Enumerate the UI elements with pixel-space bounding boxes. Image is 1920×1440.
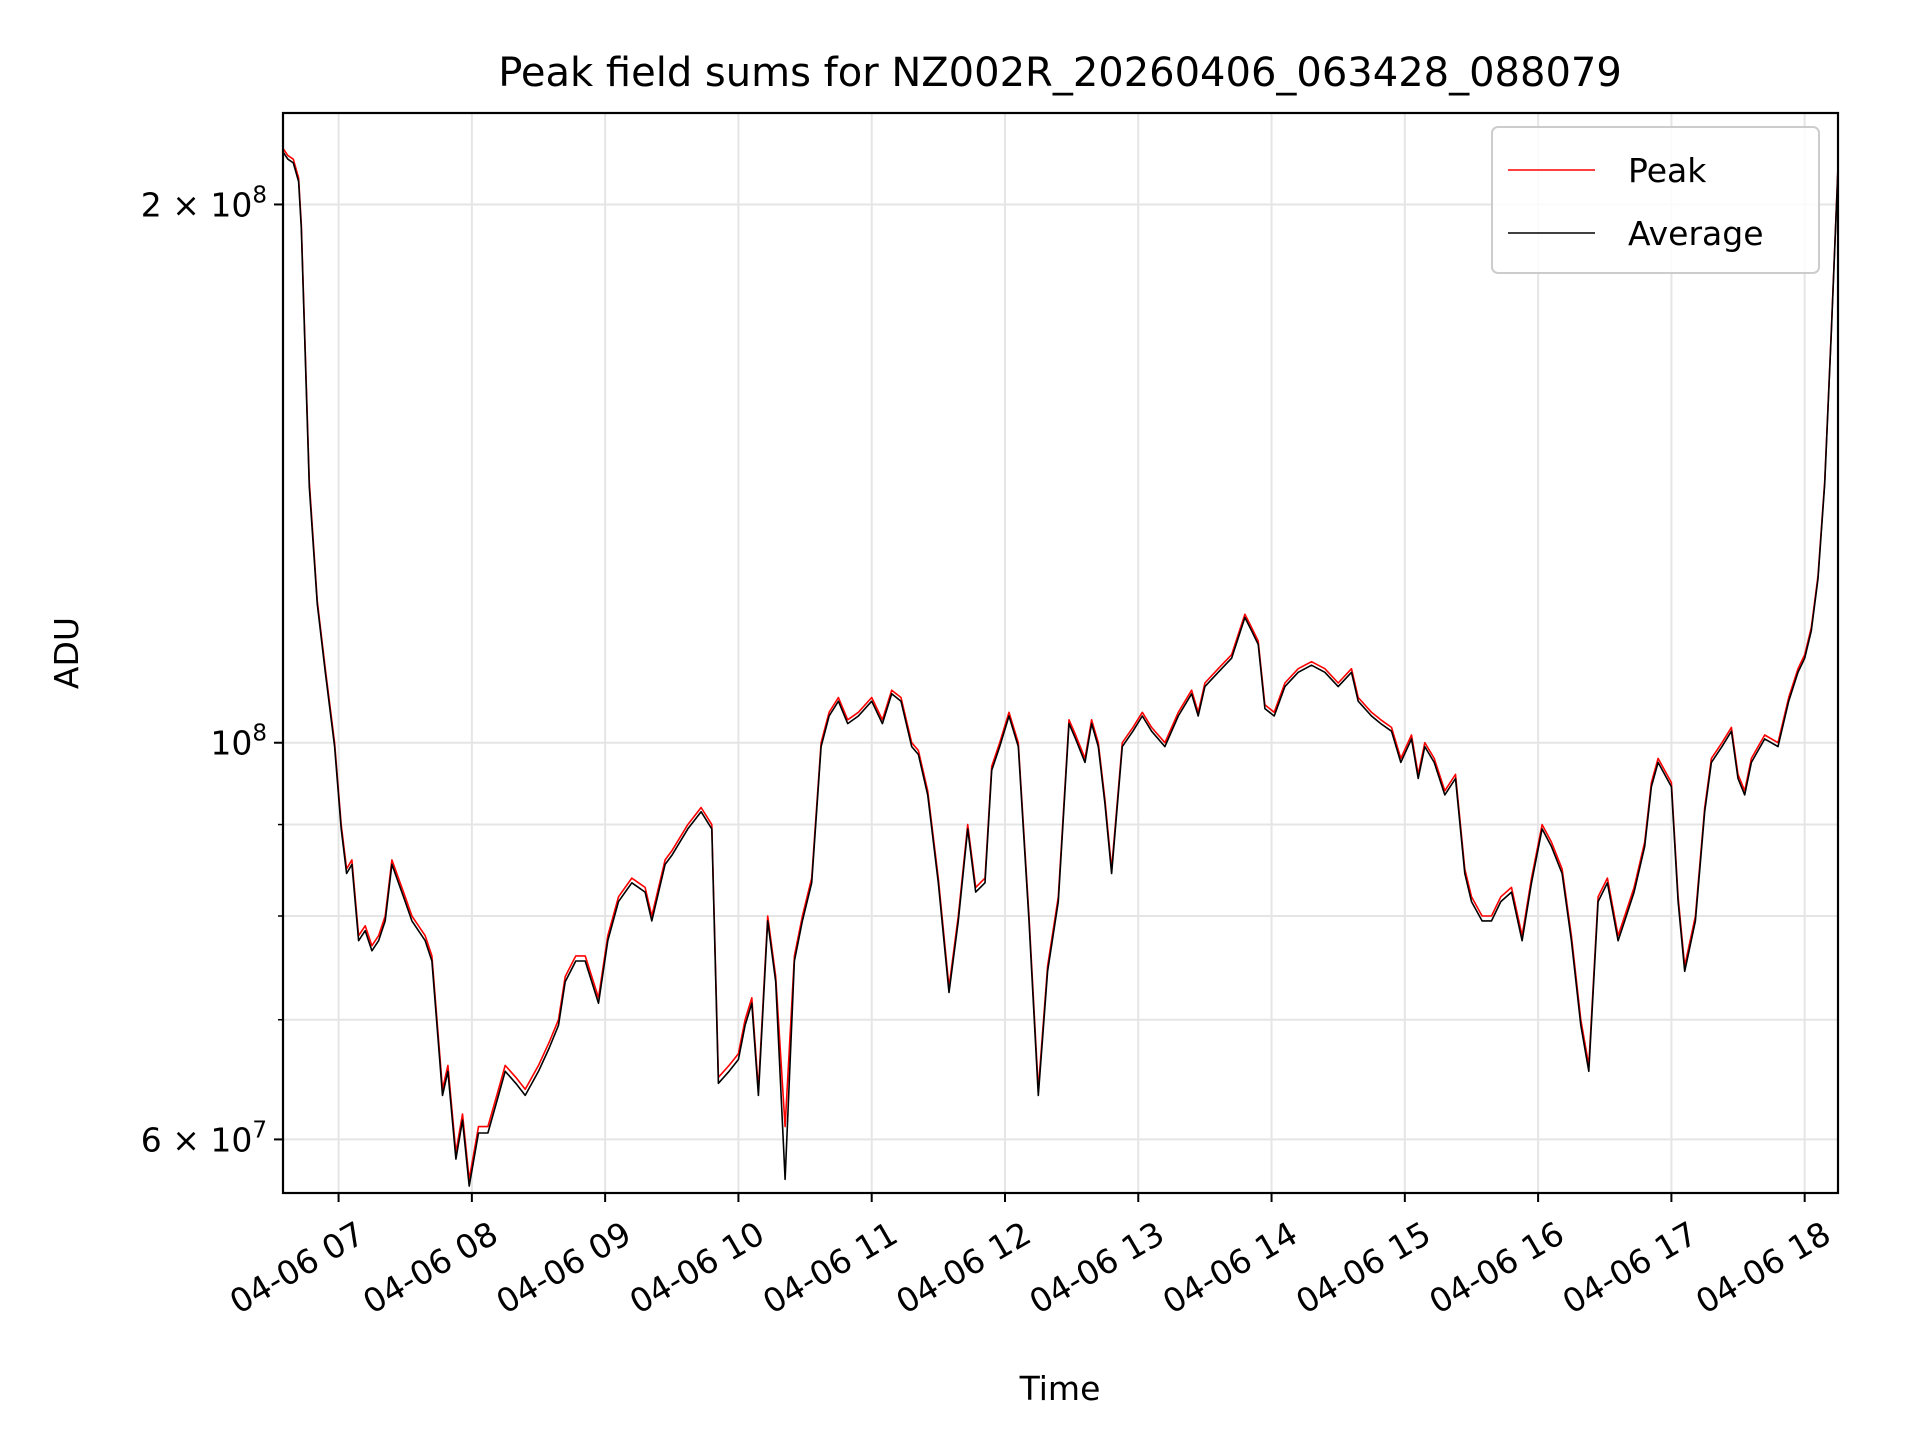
x-tick-label: 04-06 08 — [356, 1214, 504, 1322]
plot-frame — [281, 111, 1840, 1195]
legend-box — [1491, 126, 1820, 274]
x-tick-label: 04-06 10 — [623, 1214, 771, 1322]
peak-series-line — [282, 147, 1839, 1181]
x-tick-label: 04-06 07 — [223, 1214, 371, 1322]
y-tick-label: 2 × 108 — [141, 182, 267, 224]
x-axis-title: Time — [1019, 1369, 1101, 1408]
x-tick-label: 04-06 16 — [1423, 1214, 1571, 1322]
x-tick-label: 04-06 12 — [889, 1214, 1037, 1322]
x-tick-label: 04-06 15 — [1289, 1214, 1437, 1322]
y-axis-title: ADU — [47, 617, 86, 689]
x-tick-label: 04-06 11 — [756, 1214, 904, 1322]
x-tick-label: 04-06 09 — [490, 1214, 638, 1322]
x-tick-label: 04-06 17 — [1556, 1214, 1704, 1322]
legend: Peak Average — [1491, 126, 1820, 274]
legend-label-average: Average — [1628, 214, 1764, 253]
x-tick-label: 04-06 14 — [1156, 1214, 1304, 1322]
x-tick-label: 04-06 13 — [1023, 1214, 1171, 1322]
grid — [283, 113, 1838, 1193]
y-tick-label: 6 × 107 — [141, 1117, 267, 1159]
x-tick-label: 04-06 18 — [1689, 1214, 1837, 1322]
y-tick-label: 108 — [210, 721, 267, 763]
series-layer — [282, 147, 1839, 1187]
chart-title: Peak field sums for NZ002R_20260406_0634… — [498, 50, 1622, 96]
average-series-line — [282, 151, 1839, 1187]
y-axis: 6 × 107 108 2 × 108 — [141, 182, 283, 1159]
legend-label-peak: Peak — [1628, 151, 1707, 190]
